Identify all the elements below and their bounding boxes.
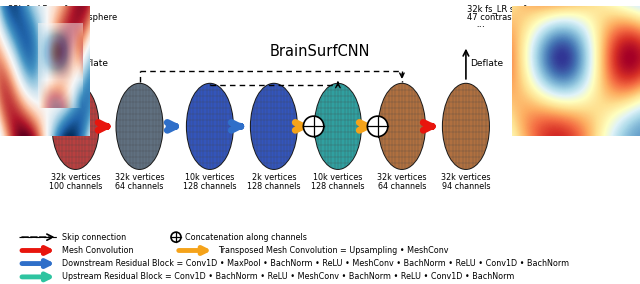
Text: 32k fs_LR surface: 32k fs_LR surface [467, 4, 541, 13]
Ellipse shape [442, 83, 490, 170]
Ellipse shape [116, 84, 163, 169]
Text: 10k vertices: 10k vertices [313, 173, 363, 182]
Ellipse shape [51, 83, 100, 170]
Text: 10k vertices: 10k vertices [185, 173, 235, 182]
Text: 32k fs_LR surface: 32k fs_LR surface [8, 4, 82, 13]
Ellipse shape [115, 83, 164, 170]
Text: 100 channels: 100 channels [49, 182, 102, 191]
Text: 128 channels: 128 channels [183, 182, 237, 191]
Text: 32k vertices: 32k vertices [377, 173, 427, 182]
Text: Deflate: Deflate [470, 59, 503, 68]
Text: 32k vertices: 32k vertices [115, 173, 164, 182]
Ellipse shape [379, 84, 425, 169]
Text: 32k vertices: 32k vertices [441, 173, 491, 182]
Circle shape [303, 116, 324, 137]
Text: BrainSurfCNN: BrainSurfCNN [269, 44, 371, 59]
Text: 128 channels: 128 channels [247, 182, 301, 191]
Text: 47 contrast maps / hemisphere: 47 contrast maps / hemisphere [467, 13, 599, 22]
Text: Downstream Residual Block = Conv1D • MaxPool • BachNorm • ReLU • MeshConv • Bach: Downstream Residual Block = Conv1D • Max… [61, 259, 569, 268]
Ellipse shape [443, 84, 489, 169]
Ellipse shape [187, 84, 233, 169]
Ellipse shape [315, 84, 361, 169]
Text: 50 channels / hemisphere: 50 channels / hemisphere [8, 13, 117, 22]
Circle shape [367, 116, 388, 137]
Ellipse shape [378, 83, 426, 170]
Text: 32k vertices: 32k vertices [51, 173, 100, 182]
Text: 2k vertices: 2k vertices [252, 173, 296, 182]
Text: Inflate: Inflate [79, 59, 109, 68]
Text: 128 channels: 128 channels [311, 182, 365, 191]
Text: ...: ... [476, 19, 486, 29]
Text: Upstream Residual Block = Conv1D • BachNorm • ReLU • MeshConv • BachNorm • ReLU : Upstream Residual Block = Conv1D • BachN… [61, 272, 514, 281]
Ellipse shape [250, 83, 298, 170]
Ellipse shape [314, 83, 362, 170]
Ellipse shape [186, 83, 234, 170]
Text: Skip connection: Skip connection [61, 233, 125, 242]
Text: ...: ... [61, 19, 70, 29]
Text: 64 channels: 64 channels [115, 182, 164, 191]
Text: 64 channels: 64 channels [378, 182, 426, 191]
Ellipse shape [52, 84, 99, 169]
Text: Mesh Convolution: Mesh Convolution [61, 246, 133, 255]
Circle shape [171, 232, 181, 242]
Text: Concatenation along channels: Concatenation along channels [185, 233, 307, 242]
Ellipse shape [251, 84, 297, 169]
Text: 94 channels: 94 channels [442, 182, 490, 191]
Text: Transposed Mesh Convolution = Upsampling • MeshConv: Transposed Mesh Convolution = Upsampling… [218, 246, 449, 255]
